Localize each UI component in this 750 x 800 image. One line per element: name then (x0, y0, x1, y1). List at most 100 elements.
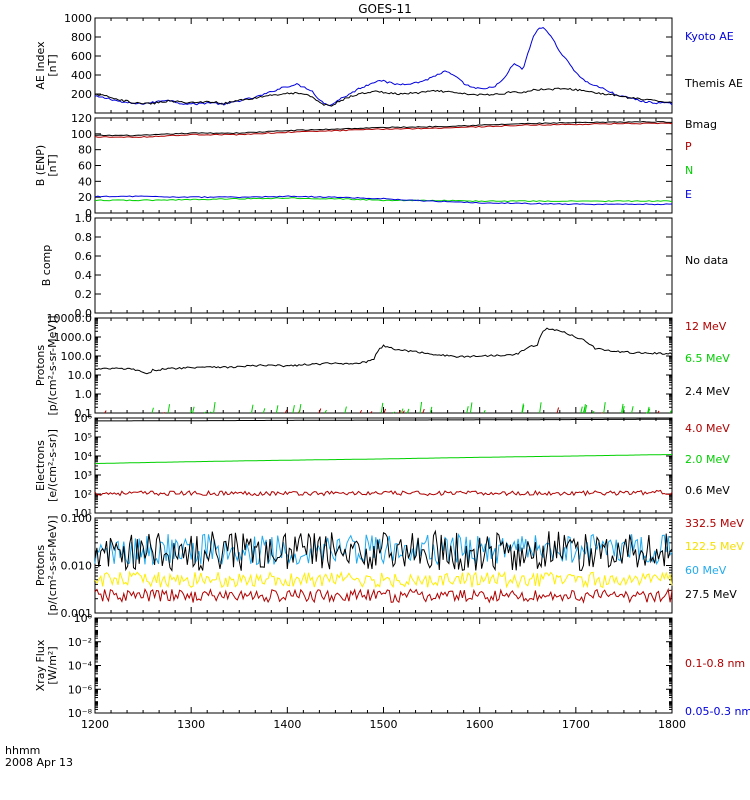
series-spike-protons-0 (370, 411, 373, 414)
y-tick-label: 10¹ (74, 507, 92, 520)
series-line-b-1 (94, 122, 673, 138)
y-tick-label: 10⁻⁶ (68, 683, 93, 696)
y-axis-label: [p/(cm²-s-sr-MeV)] (46, 316, 59, 416)
series-spike-protons-1 (483, 410, 486, 414)
series-line-electrons-2 (95, 418, 673, 422)
series-spike-protons-1 (275, 405, 279, 414)
y-tick-label: 0.0 (75, 307, 93, 320)
series-spike-protons-0 (422, 408, 425, 414)
x-tick-label: 1400 (273, 718, 301, 731)
series-spike-protons-1 (521, 403, 524, 414)
series-spike-protons-1 (466, 406, 469, 414)
legend-label-xray-1: 0.05-0.3 nm (685, 705, 750, 718)
series-spike-protons-1 (262, 408, 266, 414)
y-axis-label: [p/(cm²-s-sr-MeV)] (46, 516, 59, 616)
series-spike-protons-1 (582, 407, 586, 414)
y-axis-label: Protons (34, 345, 47, 386)
series-spike-protons-1 (647, 406, 650, 414)
legend-label-b-1: P (685, 140, 692, 153)
legend-label-protons-2: 2.4 MeV (685, 385, 730, 398)
series-spike-protons-1 (209, 411, 212, 414)
y-tick-label: 0.001 (61, 607, 93, 620)
legend-label-protons-1: 6.5 MeV (685, 352, 730, 365)
series-spike-protons-1 (250, 404, 254, 414)
series-spike-protons-1 (429, 406, 433, 414)
y-tick-label: 10000.0 (47, 312, 93, 325)
series-spike-protons-1 (167, 404, 171, 414)
series-spike-protons-1 (204, 411, 207, 414)
legend-label-b-3: E (685, 188, 692, 201)
y-tick-label: 10⁶ (74, 412, 93, 425)
series-spike-protons-0 (657, 410, 660, 414)
panel-frame (94, 417, 673, 514)
series-spike-protons-1 (298, 404, 302, 414)
series-line-protons-2 (94, 327, 673, 375)
panel-protons: 0.1 1.0 10.0 100.0 1000.0 10000.0 Protons [p/(c… (34, 312, 730, 420)
series-line-hep-3 (94, 529, 673, 572)
y-tick-label: 0.6 (75, 250, 93, 263)
series-spike-protons-1 (647, 408, 651, 414)
legend-label-hep-0: 332.5 MeV (685, 517, 744, 530)
series-line-electrons-0 (94, 489, 673, 497)
x-tick-label: 1200 (81, 718, 109, 731)
series-line-hep-1 (94, 570, 673, 589)
y-axis-label: [nT] (46, 54, 59, 76)
series-spike-protons-1 (406, 408, 410, 414)
panel-hep: 0.001 0.010 0.100 Protons [p/(cm²-s-sr-MeV)]… (34, 512, 744, 620)
y-tick-label: 80 (78, 144, 92, 157)
panel-ae: 200 400 600 800 1000 AE Index [nT] Kyoto AE Them… (34, 12, 743, 114)
y-tick-label: 200 (71, 88, 92, 101)
y-tick-label: 20 (78, 191, 92, 204)
series-spike-protons-1 (584, 404, 588, 414)
series-spike-protons-1 (603, 402, 606, 414)
panel-frame (94, 17, 673, 114)
series-line-b-3 (94, 195, 673, 206)
series-spike-protons-1 (669, 410, 672, 414)
panel-b: 0 20 40 60 80 100 120 B (ENP) [nT] Bmag PNE (34, 112, 717, 220)
y-axis-label: B (ENP) (34, 145, 47, 186)
y-tick-label: 40 (78, 175, 92, 188)
y-tick-label: 100.0 (61, 350, 93, 363)
y-tick-label: 800 (71, 31, 92, 44)
y-tick-label: 0.100 (61, 512, 93, 525)
series-spike-protons-1 (380, 402, 384, 414)
y-axis-label: Protons (34, 545, 47, 586)
y-tick-label: 1.0 (75, 388, 93, 401)
series-spike-protons-1 (324, 409, 327, 414)
series-spike-protons-1 (621, 403, 624, 414)
y-tick-label: 0.4 (75, 269, 93, 282)
series-spike-protons-1 (401, 408, 404, 414)
y-tick-label: 10³ (74, 469, 92, 482)
legend-label-b-0: Bmag (685, 118, 717, 131)
series-spike-protons-1 (344, 406, 347, 414)
y-tick-label: 10⁴ (74, 450, 93, 463)
y-tick-label: 0 (85, 207, 92, 220)
series-spike-protons-1 (213, 401, 216, 414)
series-spike-protons-1 (192, 406, 195, 414)
legend-label-protons-0: 12 MeV (685, 320, 727, 333)
series-spike-protons-1 (151, 407, 154, 414)
y-tick-label: 0.2 (75, 288, 93, 301)
y-tick-label: 1000 (64, 12, 92, 25)
panel-frame (94, 317, 673, 414)
series-spike-protons-0 (318, 408, 322, 414)
series-spike-protons-1 (592, 410, 595, 414)
series-spike-protons-1 (189, 409, 193, 414)
series-line-b-0 (94, 120, 672, 137)
chart-title: GOES-11 (358, 2, 412, 16)
y-axis-label: [e/(cm²-s-sr)] (46, 429, 59, 502)
series-spike-protons-0 (556, 407, 560, 414)
series-spike-protons-1 (539, 402, 542, 414)
y-tick-label: 60 (78, 160, 92, 173)
y-axis-label: B comp (40, 245, 53, 287)
panel-electrons: 10¹ 10² 10³ 10⁴ 10⁵ 10⁶ Electrons [e/(cm²-s-sr)… (34, 412, 730, 520)
panel-frame (94, 217, 673, 314)
panel-frame (94, 617, 673, 714)
y-tick-label: 10⁻² (68, 636, 92, 649)
panel-xray: 10⁻⁸ 10⁻⁶ 10⁻⁴ 10⁻² 10⁰ Xray Flux [W/m²] 0.1-0.… (34, 612, 750, 731)
y-tick-label: 10⁵ (74, 431, 92, 444)
y-tick-label: 400 (71, 69, 92, 82)
series-spike-protons-1 (392, 411, 396, 414)
y-tick-label: 600 (71, 50, 92, 63)
